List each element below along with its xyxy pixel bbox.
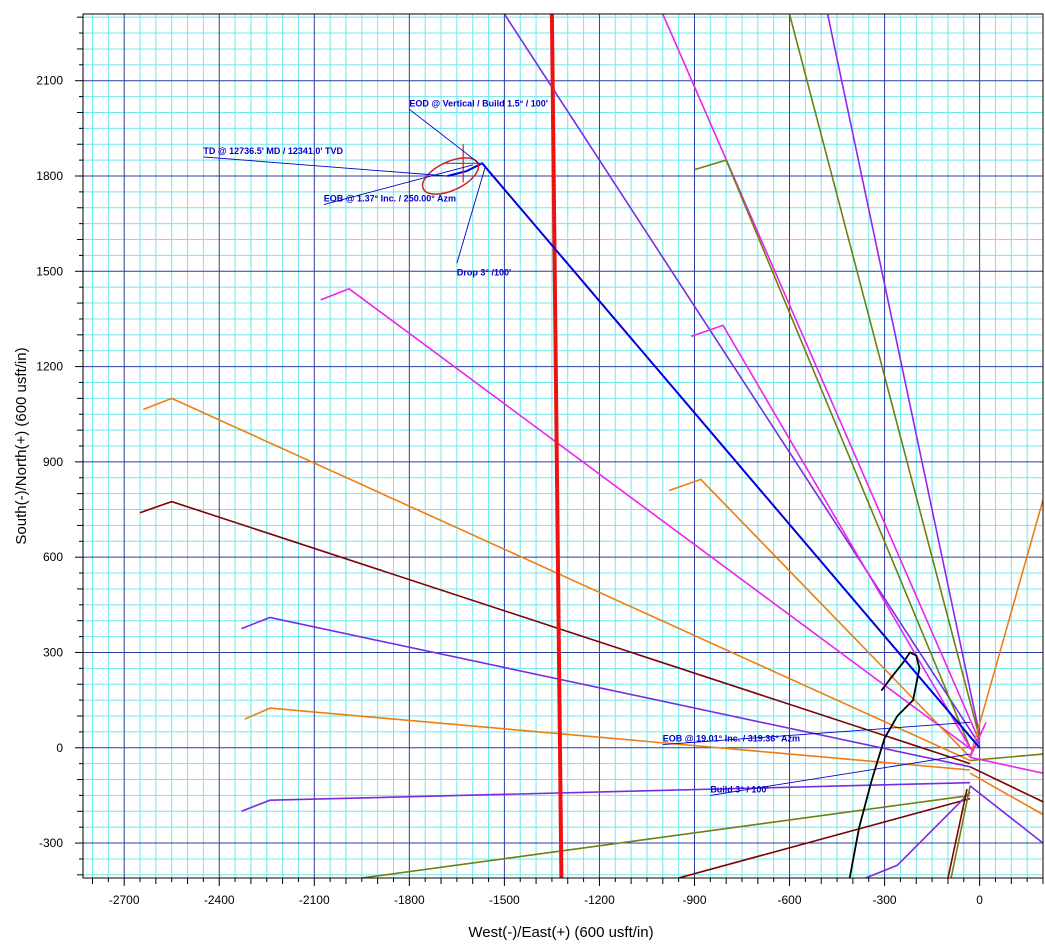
annotation-leader-0	[409, 108, 480, 164]
x-tick-label: -2400	[204, 893, 235, 907]
annotation-leader-3	[456, 166, 486, 264]
offset-well-line-22	[969, 785, 1043, 844]
offset-well-line-16	[947, 788, 968, 878]
y-tick-label: 2100	[36, 74, 63, 88]
annotation-label-0: EOD @ Vertical / Build 1.5° / 100'	[409, 98, 548, 108]
offset-well-line-12	[241, 781, 971, 813]
y-tick-label: 600	[43, 550, 63, 564]
offset-well-line-8	[142, 397, 971, 762]
offset-well-line-1	[788, 14, 981, 739]
offset-well-line-0	[826, 14, 981, 736]
offset-well-line-15	[865, 791, 971, 878]
y-tick-label: 1500	[36, 264, 63, 278]
x-tick-label: -600	[778, 893, 802, 907]
x-tick-label: -2700	[109, 893, 140, 907]
offset-well-line-14	[678, 797, 971, 878]
annotation-label-5: Build 3° / 100'	[710, 784, 768, 794]
y-tick-label: 1800	[36, 169, 63, 183]
annotation-label-2: EOB @ 1.37° Inc. / 250.00° Azm	[324, 194, 456, 204]
lease-line-group	[549, 14, 564, 878]
offset-well-line-6	[320, 287, 974, 752]
y-axis-label: South(-)/North(+) (600 usft/in)	[13, 347, 30, 544]
offset-well-line-3	[503, 14, 981, 746]
offset-well-line-7	[668, 478, 971, 758]
x-tick-label: -1800	[394, 893, 425, 907]
annotations: EOD @ Vertical / Build 1.5° / 100' TD @ 1…	[203, 98, 971, 796]
annotation-leader-1	[203, 156, 448, 177]
offset-well-line-19	[970, 753, 1043, 762]
x-axis-ticks: -2700 -2400 -2100 -1800 -1500 -1200 -900 -600 -3…	[92, 878, 1044, 907]
black-path-line	[848, 651, 921, 878]
annotation-leader-5	[710, 753, 971, 796]
x-axis-label: West(-)/East(+) (600 usft/in)	[468, 924, 653, 941]
annotation-label-3: Drop 3° /100'	[457, 267, 511, 277]
y-tick-label: 0	[56, 741, 63, 755]
y-tick-label: -300	[39, 836, 63, 850]
x-tick-label: 0	[976, 893, 983, 907]
black-path-group	[848, 651, 921, 878]
y-tick-label: 900	[43, 455, 63, 469]
x-tick-label: -300	[873, 893, 897, 907]
offset-well-line-5	[691, 324, 971, 749]
offset-well-line-9	[139, 500, 971, 765]
offset-well-line-10	[241, 616, 971, 768]
minor-grid	[83, 14, 1044, 878]
x-tick-label: -1500	[489, 893, 520, 907]
offset-wells	[139, 14, 1043, 878]
annotation-label-1: TD @ 12736.5' MD / 12341.0' TVD	[203, 146, 343, 156]
y-axis-ticks: -300 0 300 600 900 1200 1500 1800 2100	[36, 16, 83, 876]
annotation-label-4: EOB @ 19.01° Inc. / 319.36° Azm	[663, 734, 800, 744]
offset-well-line-13	[361, 794, 971, 878]
offset-well-line-24	[969, 722, 987, 758]
offset-well-line-2	[662, 14, 981, 742]
annotation-leader-4	[662, 721, 971, 746]
offset-well-line-21	[969, 772, 1043, 816]
offset-well-line-20	[969, 766, 1043, 803]
y-tick-label: 300	[43, 645, 63, 659]
annotation-leader-2	[323, 164, 473, 206]
lease-line	[549, 14, 564, 878]
y-tick-label: 1200	[36, 360, 63, 374]
offset-well-line-4	[694, 159, 971, 749]
offset-well-line-17	[950, 785, 971, 878]
x-tick-label: -900	[682, 893, 706, 907]
offset-well-line-23	[969, 499, 1043, 758]
offset-well-line-11	[244, 707, 971, 771]
x-tick-label: -1200	[584, 893, 615, 907]
x-tick-label: -2100	[299, 893, 330, 907]
plan-path-line	[447, 162, 981, 749]
